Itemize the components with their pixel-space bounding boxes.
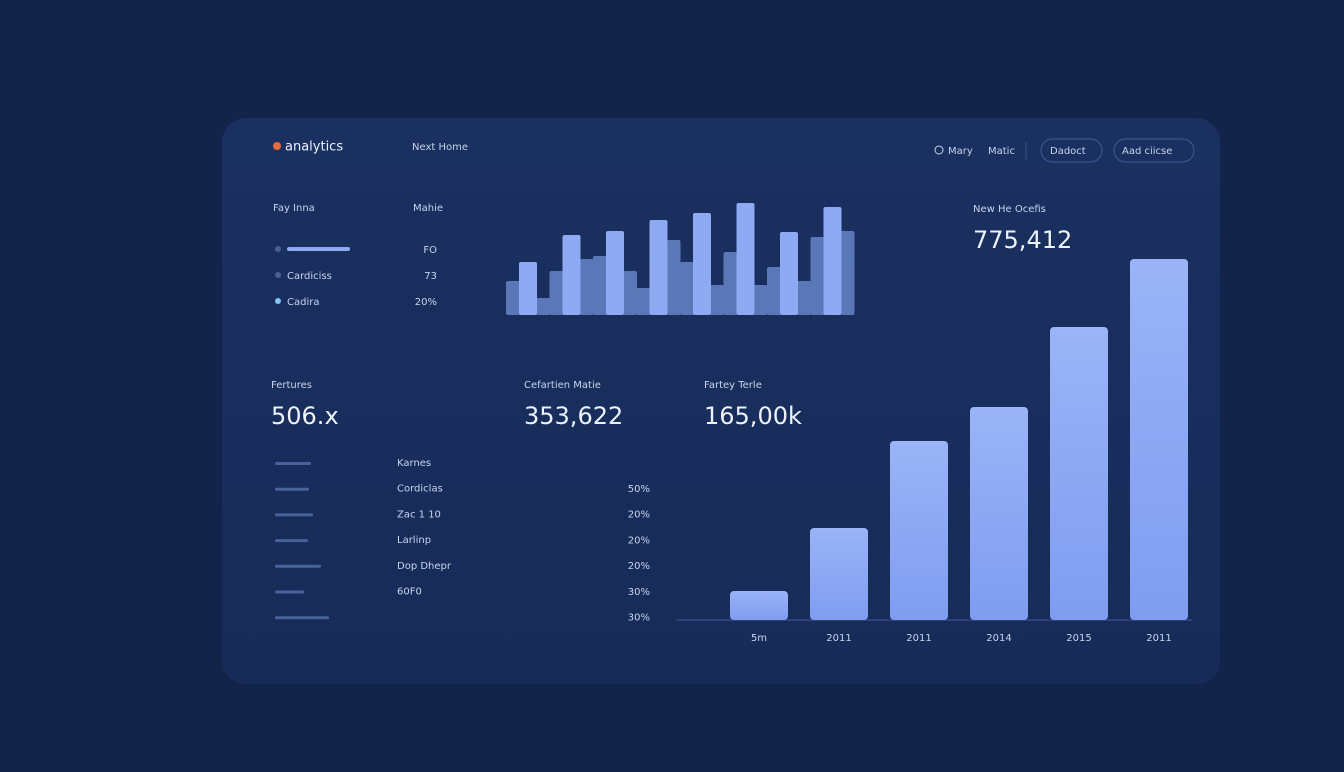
stat-value: 165,00k [704,402,802,430]
stat-label: Fertures [271,380,312,391]
bar [970,407,1028,620]
stat-value: 775,412 [973,226,1072,254]
x-tick-label: 2011 [1146,633,1171,644]
bar [680,262,694,315]
nav-link[interactable]: Matic [988,146,1015,157]
placeholder-bar [275,590,304,594]
legend-label: Cardiciss [287,271,332,282]
list-label: Karnes [397,458,431,469]
list-label: Zac 1 10 [397,509,441,520]
bar [1130,259,1188,620]
bar [562,235,581,315]
bar [593,256,607,315]
bar [840,231,855,315]
list-value: 30% [628,613,650,624]
list-label: Larlinp [397,535,431,546]
list: Karnes 50% Cordiclas 20% Zac 1 10 20% Larlinp 2… [275,458,650,624]
button[interactable] [1040,138,1103,163]
list-value: 20% [628,535,650,546]
placeholder-bar [275,564,321,568]
x-tick-label: 2014 [986,633,1011,644]
bar [810,528,868,620]
list-value: 50% [628,484,650,495]
bar [649,220,668,315]
stat-label: New He Ocefis [973,204,1046,215]
bar [810,237,825,315]
bar [693,213,711,315]
bar [797,281,811,315]
stat-label: Fartey Terle [704,380,762,391]
bar [753,285,768,315]
list-label: Cordiclas [397,484,443,495]
bar [710,285,724,315]
legend-dot [275,246,281,252]
list-value: 20% [628,510,650,521]
list-value: 30% [628,587,650,598]
logo-icon [273,142,281,150]
bar [623,271,637,315]
mini-chart [506,203,855,315]
legend-dot [275,272,281,278]
legend-dot [275,298,281,304]
x-tick-label: 5m [751,633,767,644]
bar [767,267,781,315]
x-tick-label: 2015 [1066,633,1091,644]
bar [549,271,564,315]
bar [636,288,651,315]
logo: analytics [285,140,343,155]
legend-panel: FO Cardiciss 73 Cadira 20% [275,245,437,308]
bar [736,203,755,315]
bar [780,232,798,315]
list-label: Dop Dhepr [397,561,452,572]
bar [666,240,681,315]
legend-value: 20% [415,297,437,308]
bar [823,207,842,315]
button[interactable] [1113,138,1195,163]
nav-link[interactable]: Next Home [412,142,468,153]
bar [606,231,624,315]
bar-chart: 5m 2011 2011 2014 2015 2011 [676,259,1192,644]
bar [519,262,537,315]
bar [723,252,738,315]
icon [934,145,944,155]
legend-label: Cadira [287,297,319,308]
placeholder-bar [275,462,311,465]
list-value: 20% [628,561,650,572]
placeholder-bar [275,513,313,517]
panel-title: Mahie [413,203,443,214]
button-label[interactable]: Aad ciicse [1122,146,1172,157]
bar [536,298,550,315]
placeholder-bar [275,539,308,543]
legend-value: FO [423,245,437,256]
placeholder-bar [275,616,329,620]
placeholder-bar [275,487,309,491]
bar [1050,327,1108,620]
list-label: 60F0 [397,587,422,598]
stat-value: 353,622 [524,402,623,430]
button-label[interactable]: Dadoct [1050,146,1086,157]
stat-value: 506.x [271,402,339,430]
nav-link[interactable]: Mary [948,146,973,157]
legend-bar [287,247,350,251]
legend-value: 73 [424,271,437,282]
x-tick-label: 2011 [826,633,851,644]
bar [506,281,520,315]
bar [730,591,788,620]
stat-label: Cefartien Matie [524,380,601,391]
x-tick-label: 2011 [906,633,931,644]
panel-title: Fay Inna [273,203,315,214]
bar [890,441,948,620]
stats: Fertures 506.x Cefartien Matie 353,622 Farte… [271,204,1072,430]
bar [579,259,594,315]
